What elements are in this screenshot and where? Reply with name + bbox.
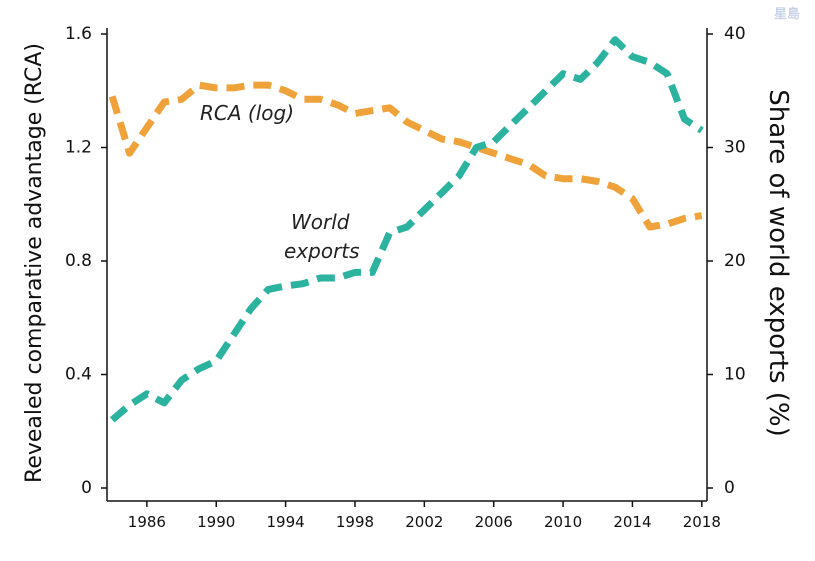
- left-y-tick-label: 1.2: [65, 138, 92, 158]
- right-y-tick-label: 40: [724, 24, 746, 44]
- left-y-tick-label: 1.6: [65, 24, 92, 44]
- x-tick-label: 1986: [128, 513, 166, 531]
- rca-series-line: [108, 81, 703, 231]
- x-tick-label: 1998: [336, 513, 374, 531]
- world-exports-series-line: [109, 36, 704, 423]
- x-tick-label: 1994: [267, 513, 305, 531]
- right-y-tick-label: 0: [724, 478, 735, 498]
- x-axis-ticks: 1986 1990 1994 1998 2002 2006 2010 2014 2018: [128, 501, 721, 531]
- left-y-tick-label: 0: [81, 478, 92, 498]
- watermark-logo: 星島: [774, 6, 800, 22]
- right-y-axis-ticks: 0 10 20 30 40: [707, 24, 746, 498]
- x-tick-label: 2014: [613, 513, 651, 531]
- world-exports-label-line1: World: [291, 210, 350, 234]
- series-layer: [108, 36, 704, 423]
- x-tick-label: 2010: [544, 513, 582, 531]
- x-tick-label: 1990: [197, 513, 235, 531]
- world-exports-label-line2: exports: [284, 239, 360, 263]
- x-tick-label: 2002: [405, 513, 443, 531]
- x-tick-label: 2006: [475, 513, 513, 531]
- left-y-axis-ticks: 0 0.4 0.8 1.2 1.6: [65, 24, 107, 498]
- right-y-tick-label: 10: [724, 365, 746, 385]
- x-tick-label: 2018: [683, 513, 721, 531]
- right-axis-title: Share of world exports (%): [763, 89, 793, 437]
- right-y-tick-label: 20: [724, 251, 746, 271]
- left-y-tick-label: 0.8: [65, 251, 92, 271]
- rca-series-label: RCA (log): [200, 101, 294, 125]
- left-y-tick-label: 0.4: [65, 365, 92, 385]
- left-axis-title: Revealed comparative advantage (RCA): [22, 43, 47, 483]
- right-y-tick-label: 30: [724, 138, 746, 158]
